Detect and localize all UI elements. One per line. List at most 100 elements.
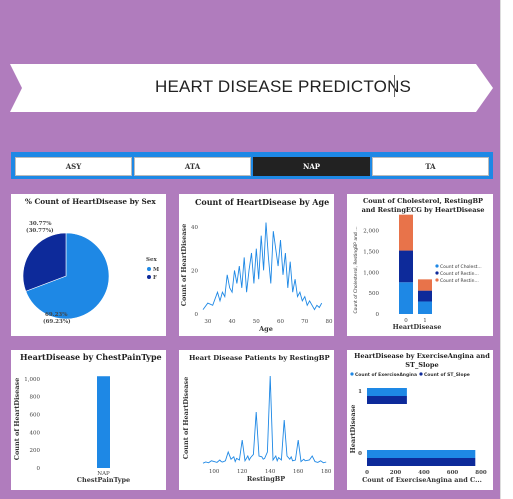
x-tick-label: 120 — [237, 469, 248, 475]
bar-segment — [399, 282, 413, 314]
text-caret — [394, 75, 395, 97]
x-axis-label: ChestPainType — [77, 476, 130, 484]
x-tick-label: 1 — [423, 318, 427, 324]
x-tick-label: 30 — [204, 319, 211, 325]
y-axis-label: Count of HeartDisease — [180, 224, 188, 306]
scroll-edge — [500, 0, 513, 499]
y-tick-label: 20 — [191, 268, 198, 274]
y-tick-label: 0 — [358, 451, 362, 457]
legend-label: Count of ST_Slope — [424, 372, 470, 378]
x-tick-label: 800 — [475, 470, 487, 476]
y-tick-label: 0 — [376, 312, 380, 318]
bar-segment — [418, 279, 432, 291]
y-axis-label: Count of HeartDisease — [13, 378, 21, 460]
y-tick-label: 1 — [358, 389, 362, 395]
x-tick-label: 40 — [229, 319, 236, 325]
y-axis-label: Count of HeartDisease — [182, 377, 190, 459]
legend-marker — [435, 271, 439, 275]
y-tick-label: 500 — [369, 291, 380, 297]
slicer-option-ata[interactable]: ATA — [134, 157, 251, 176]
y-tick-label: 2,000 — [363, 229, 379, 235]
x-tick-label: 160 — [293, 469, 304, 475]
y-tick-label: 800 — [30, 395, 41, 401]
card-cholesterol-bar: Count of Cholesterol, RestingBP and Rest… — [347, 194, 493, 336]
legend-marker — [147, 267, 151, 271]
sex-pie-chart: 69.23%(69.23%) 30.77%(30.77%) Sex MF — [22, 221, 159, 325]
x-tick-label: 400 — [418, 470, 430, 476]
age-line-chart: 30 40 50 60 70 80 0 20 40 Age Count of HeartDiseas… — [180, 222, 333, 333]
legend-label: Count of Restin... — [440, 278, 479, 284]
x-axis-label: Count of ExerciseAngina and C... — [362, 476, 482, 484]
legend-label: Count of Cholest... — [440, 264, 482, 270]
series-line — [202, 375, 327, 464]
slicer-option-nap[interactable]: NAP — [253, 157, 370, 176]
exercise-horizontal-bar-chart: 0 200 400 600 800 Count of ExerciseAngina Coun… — [349, 372, 487, 484]
y-tick-label: 400 — [30, 430, 41, 436]
card-restingbp-line: Heart Disease Patients by RestingBP 100 1… — [179, 350, 334, 490]
card-sex-pie: % Count of HeartDisease by Sex 69.23% (69… — [11, 194, 166, 336]
x-tick-label: 0 — [365, 470, 369, 476]
x-tick-label: 0 — [404, 318, 408, 324]
legend-marker — [435, 264, 439, 268]
pie-label-pct: 30.77% — [29, 221, 52, 227]
pie-slice-m — [25, 232, 110, 320]
bar — [367, 458, 476, 466]
legend-label: Count of ExerciseAngina — [355, 372, 417, 378]
x-tick-label: 80 — [326, 319, 333, 325]
x-axis-label: Age — [258, 325, 273, 333]
bar — [367, 388, 407, 396]
pie-label-pct: 69.23% — [45, 312, 68, 318]
y-tick-label: 0 — [195, 312, 199, 318]
x-tick-label: NAP — [97, 471, 110, 477]
legend-marker — [419, 372, 423, 376]
x-tick-label: 100 — [209, 469, 220, 475]
card-age-line: Count of HeartDisease by Age 30 40 50 60 70 8… — [179, 194, 334, 336]
x-axis-label: RestingBP — [247, 475, 285, 483]
bar-segment — [399, 214, 413, 251]
x-tick-label: 180 — [321, 469, 332, 475]
y-tick-label: 1,500 — [363, 249, 379, 255]
y-tick-label: 0 — [37, 466, 41, 472]
y-tick-label: 40 — [191, 225, 198, 231]
chart-title: HeartDisease by ExerciseAngina and ST_Sl… — [354, 352, 490, 369]
y-tick-label: 600 — [30, 413, 41, 419]
y-axis-label: HeartDisease — [349, 405, 357, 454]
slicer-option-asy[interactable]: ASY — [15, 157, 132, 176]
chart-title: Count of HeartDisease by Age — [195, 197, 330, 207]
legend-marker — [435, 278, 439, 282]
legend-title: Sex — [146, 257, 157, 263]
page-title: HEART DISEASE PREDICTONS — [155, 77, 412, 96]
bar — [367, 396, 407, 404]
legend-label: M — [153, 267, 159, 273]
slicer-option-ta[interactable]: TA — [372, 157, 489, 176]
pie-label-paren: (69.23%) — [43, 318, 71, 325]
y-axis-label: Count of Cholesterol, RestingBP and ... — [353, 226, 359, 313]
legend-marker — [350, 372, 354, 376]
chest-pain-slicer: ASY ATA NAP TA — [11, 152, 493, 179]
y-tick-label: 200 — [30, 448, 41, 454]
y-tick-label: 1,000 — [363, 270, 379, 276]
x-axis-label: HeartDisease — [393, 323, 442, 331]
pie-label-paren: (30.77%) — [26, 227, 54, 234]
banner-arrow-shape — [10, 64, 493, 112]
series-line — [202, 222, 323, 311]
chart-title: % Count of HeartDisease by Sex — [25, 197, 156, 206]
chart-title: Heart Disease Patients by RestingBP — [189, 354, 330, 362]
pie-slice-f — [22, 232, 67, 292]
legend-label: F — [153, 275, 157, 281]
title-banner: HEART DISEASE PREDICTONS — [10, 62, 493, 114]
bar-segment — [399, 250, 413, 283]
bar — [97, 376, 110, 468]
chart-title: Count of Cholesterol, RestingBP and Rest… — [361, 197, 485, 214]
x-tick-label: 600 — [447, 470, 459, 476]
chart-title: HeartDisease by ChestPainType — [20, 352, 162, 362]
x-tick-label: 70 — [301, 319, 308, 325]
card-chestpain-bar: HeartDisease by ChestPainType 0 200 400 600… — [11, 350, 166, 490]
bar-segment — [418, 301, 432, 314]
bar — [367, 450, 476, 458]
restingbp-line-chart: 100 120 140 160 180 RestingBP Count of HeartDi… — [182, 375, 332, 483]
x-tick-label: 140 — [265, 469, 276, 475]
x-tick-label: 60 — [277, 319, 284, 325]
